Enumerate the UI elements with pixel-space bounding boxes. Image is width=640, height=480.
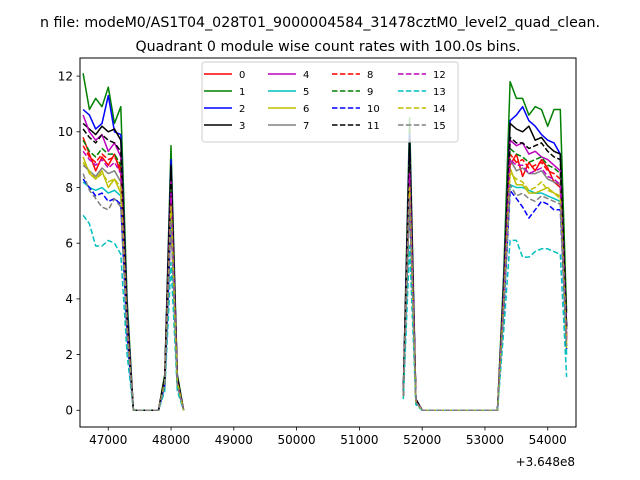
legend-label: 14 — [433, 104, 446, 115]
series-15-line — [82, 173, 568, 412]
legend-label: 2 — [239, 104, 245, 115]
legend-item-4: 4 — [268, 70, 309, 81]
series-11-segment-2 — [402, 136, 568, 412]
x-tick-label: 50000 — [278, 433, 316, 447]
series-15-segment-1 — [82, 173, 185, 412]
legend-label: 13 — [433, 87, 446, 98]
legend-item-6: 6 — [268, 104, 309, 115]
chart-title: Quadrant 0 module wise count rates with … — [135, 39, 520, 55]
legend-item-13: 13 — [398, 87, 446, 98]
legend-label: 7 — [303, 121, 309, 132]
legend-label: 11 — [367, 121, 380, 132]
x-tick-label: 48000 — [152, 433, 190, 447]
plot-lines — [82, 73, 568, 412]
series-13-segment-1 — [82, 214, 185, 412]
x-axis-ticks: 47000 48000 49000 50000 51000 52000 53000 54000 — [89, 427, 567, 447]
legend-label: 10 — [367, 104, 380, 115]
legend-item-3: 3 — [204, 121, 245, 132]
legend-label: 3 — [239, 121, 245, 132]
x-tick-label: 53000 — [466, 433, 504, 447]
legend-label: 1 — [239, 87, 245, 98]
legend-item-0: 0 — [204, 70, 245, 81]
x-tick-label: 51000 — [340, 433, 378, 447]
legend-label: 9 — [367, 87, 373, 98]
legend-box — [201, 61, 459, 143]
legend-item-10: 10 — [332, 104, 380, 115]
legend-item-12: 12 — [398, 70, 446, 81]
x-tick-label: 52000 — [403, 433, 441, 447]
y-tick-label: 12 — [58, 69, 73, 83]
series-15-segment-2 — [402, 183, 568, 412]
legend-label: 0 — [239, 70, 245, 81]
legend-label: 8 — [367, 70, 373, 81]
legend-item-11: 11 — [332, 121, 380, 132]
x-tick-label: 47000 — [89, 433, 127, 447]
y-tick-label: 0 — [65, 404, 73, 418]
series-10-segment-2 — [402, 189, 568, 412]
legend-item-9: 9 — [332, 87, 373, 98]
series-8-segment-2 — [402, 153, 568, 412]
y-axis-ticks: 0 2 4 6 8 10 12 — [58, 69, 80, 418]
legend-item-15: 15 — [398, 121, 446, 132]
legend-label: 15 — [433, 121, 446, 132]
x-tick-label: 49000 — [215, 433, 253, 447]
series-9-segment-2 — [402, 147, 568, 412]
legend-label: 6 — [303, 104, 309, 115]
legend-item-14: 14 — [398, 104, 446, 115]
y-tick-label: 2 — [65, 348, 73, 362]
y-tick-label: 6 — [65, 236, 73, 250]
legend-item-5: 5 — [268, 87, 309, 98]
y-tick-label: 10 — [58, 125, 73, 139]
legend-item-7: 7 — [268, 121, 309, 132]
legend-label: 5 — [303, 87, 309, 98]
figure-suptitle: n file: modeM0/AS1T04_028T01_9000004584_… — [40, 15, 600, 31]
legend-item-8: 8 — [332, 70, 373, 81]
axes-frame — [79, 57, 577, 428]
y-tick-label: 8 — [65, 181, 73, 195]
legend-label: 12 — [433, 70, 446, 81]
x-axis-offset-label: +3.648e8 — [516, 455, 575, 469]
y-tick-label: 4 — [65, 292, 73, 306]
x-tick-label: 54000 — [529, 433, 567, 447]
legend-item-1: 1 — [204, 87, 245, 98]
legend-label: 4 — [303, 70, 309, 81]
legend-item-2: 2 — [204, 104, 245, 115]
